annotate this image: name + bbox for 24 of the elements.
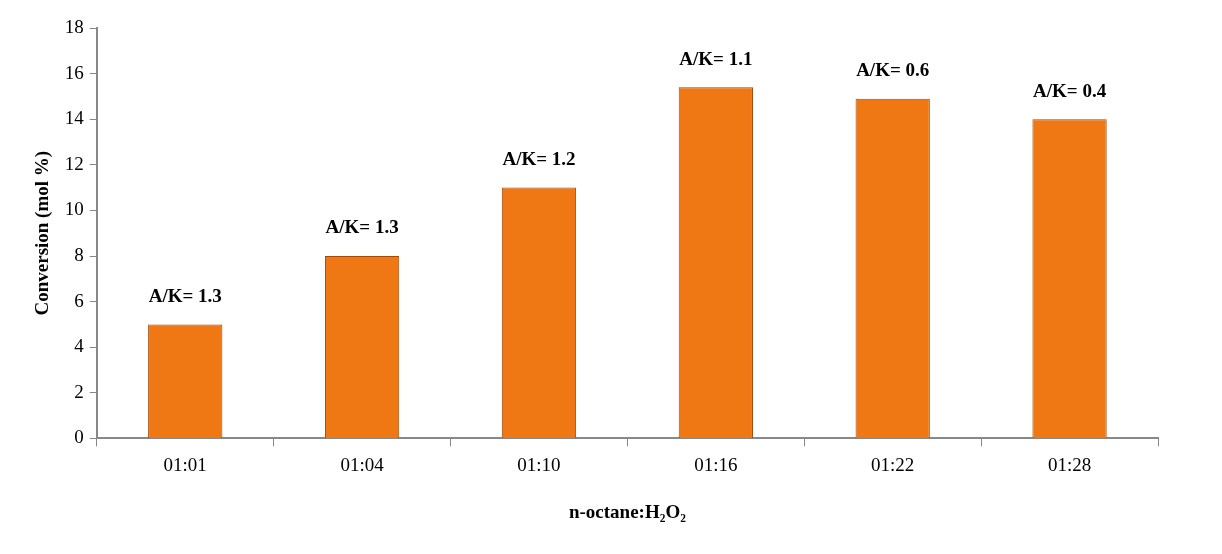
y-tick-label: 12 [64, 152, 84, 174]
annotation: A/K= 0.4 [1033, 79, 1107, 101]
y-tick-label: 10 [64, 198, 84, 220]
x-tick-label: 01:04 [340, 453, 385, 475]
x-tick-label: 01:10 [517, 453, 561, 475]
y-tick-label: 6 [74, 289, 84, 311]
x-tick-label: 01:01 [163, 453, 207, 475]
y-tick-label: 0 [74, 426, 84, 448]
y-tick-label: 18 [64, 15, 84, 37]
y-tick-label: 14 [64, 107, 85, 129]
y-axis-title: Conversion (mol %) [31, 150, 54, 316]
annotation: A/K= 0.6 [856, 59, 930, 81]
x-tick-label: 01:28 [1047, 453, 1092, 475]
annotation: A/K= 1.2 [502, 148, 576, 170]
y-tick-label: 4 [74, 335, 85, 357]
annotation: A/K= 1.1 [679, 47, 753, 69]
x-axis-title: n-octane:H₂O₂ [568, 500, 687, 522]
y-tick-label: 2 [74, 380, 84, 402]
y-tick-label: 16 [64, 61, 84, 83]
annotation: A/K= 1.3 [148, 284, 222, 306]
y-tick-label: 8 [74, 243, 84, 265]
x-tick-label: 01:22 [871, 453, 915, 475]
annotation: A/K= 1.3 [325, 216, 399, 238]
x-tick-label: 01:16 [694, 453, 738, 475]
